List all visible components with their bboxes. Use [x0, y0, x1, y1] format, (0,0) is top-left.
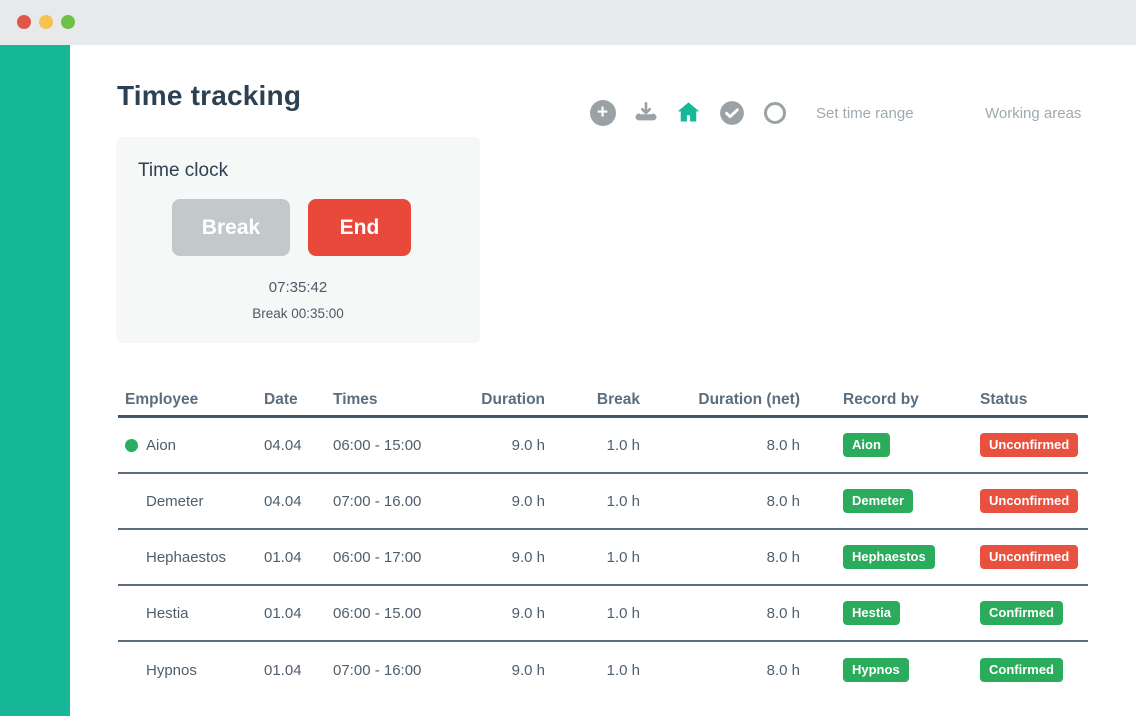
record-date: 04.04 [264, 436, 302, 454]
col-header-times: Times [333, 391, 378, 408]
time-clock-title: Time clock [138, 160, 229, 181]
status-badge[interactable]: Unconfirmed [980, 433, 1079, 457]
employee-name: Demeter [146, 492, 204, 510]
status-badge[interactable]: Unconfirmed [980, 545, 1079, 569]
record-by-badge: Hestia [843, 601, 901, 625]
record-times: 07:00 - 16:00 [333, 661, 422, 679]
col-header-duration: Duration [481, 391, 545, 408]
record-duration: 9.0 h [511, 492, 545, 510]
record-times: 06:00 - 15:00 [333, 436, 422, 454]
record-duration: 9.0 h [511, 661, 545, 679]
elapsed-time: 07:35:42 [268, 279, 328, 296]
record-times: 06:00 - 15.00 [333, 604, 422, 622]
end-button[interactable]: End [308, 199, 411, 256]
record-duration: 9.0 h [511, 436, 545, 454]
table-row[interactable]: Demeter 04.04 07:00 - 16.00 9.0 h 1.0 h … [118, 474, 1088, 530]
record-break: 1.0 h [606, 492, 640, 510]
working-areas-link[interactable]: Working areas [985, 105, 1082, 122]
col-header-status: Status [980, 391, 1028, 408]
record-break: 1.0 h [606, 548, 640, 566]
table-row[interactable]: Aion 04.04 06:00 - 15:00 9.0 h 1.0 h 8.0… [118, 418, 1088, 474]
record-by-badge: Hypnos [843, 658, 909, 682]
minimize-window-icon[interactable] [39, 15, 53, 29]
browser-top-bar [0, 0, 1136, 45]
status-badge[interactable]: Confirmed [980, 658, 1063, 682]
set-time-range-link[interactable]: Set time range [816, 105, 914, 122]
circle-outline-icon[interactable] [761, 99, 788, 126]
time-clock-card: Time clock Break End 07:35:42 Break 00:3… [116, 137, 480, 343]
break-duration-text: Break 00:35:00 [252, 306, 344, 321]
break-button[interactable]: Break [172, 199, 290, 256]
home-icon[interactable] [675, 99, 702, 126]
record-duration: 9.0 h [511, 548, 545, 566]
record-break: 1.0 h [606, 436, 640, 454]
col-header-date: Date [264, 391, 298, 408]
col-header-break: Break [596, 391, 640, 408]
record-duration-net: 8.0 h [766, 548, 800, 566]
table-header-row: Employee Date Times Duration Break Durat… [118, 385, 1088, 418]
col-header-employee: Employee [125, 391, 199, 408]
record-duration-net: 8.0 h [766, 436, 800, 454]
record-date: 01.04 [264, 661, 302, 679]
record-times: 06:00 - 17:00 [333, 548, 422, 566]
traffic-lights [17, 15, 75, 29]
record-break: 1.0 h [606, 604, 640, 622]
employee-name: Hypnos [146, 661, 197, 679]
table-row[interactable]: Hephaestos 01.04 06:00 - 17:00 9.0 h 1.0… [118, 530, 1088, 586]
employee-name: Hestia [146, 604, 189, 622]
record-break: 1.0 h [606, 661, 640, 679]
record-times: 07:00 - 16.00 [333, 492, 422, 510]
close-window-icon[interactable] [17, 15, 31, 29]
check-circle-icon[interactable] [718, 99, 745, 126]
record-duration-net: 8.0 h [766, 492, 800, 510]
plus-circle-icon[interactable]: + [589, 99, 616, 126]
col-header-record-by: Record by [843, 391, 919, 408]
table-row[interactable]: Hypnos 01.04 07:00 - 16:00 9.0 h 1.0 h 8… [118, 642, 1088, 698]
record-duration-net: 8.0 h [766, 661, 800, 679]
page-title: Time tracking [117, 80, 302, 111]
sidebar [0, 45, 70, 716]
record-date: 04.04 [264, 492, 302, 510]
toolbar: + [589, 99, 788, 126]
record-date: 01.04 [264, 604, 302, 622]
employee-name: Aion [146, 436, 177, 454]
record-duration: 9.0 h [511, 604, 545, 622]
record-date: 01.04 [264, 548, 302, 566]
status-badge[interactable]: Confirmed [980, 601, 1063, 625]
main-content: Time tracking + [70, 45, 1136, 716]
col-header-duration-net: Duration (net) [698, 391, 800, 408]
record-duration-net: 8.0 h [766, 604, 800, 622]
time-records-table: Employee Date Times Duration Break Durat… [118, 385, 1088, 698]
status-badge[interactable]: Unconfirmed [980, 489, 1079, 513]
maximize-window-icon[interactable] [61, 15, 75, 29]
table-row[interactable]: Hestia 01.04 06:00 - 15.00 9.0 h 1.0 h 8… [118, 586, 1088, 642]
record-by-badge: Aion [843, 433, 890, 457]
record-by-badge: Hephaestos [843, 545, 935, 569]
download-icon[interactable] [632, 99, 659, 126]
active-status-dot [125, 438, 138, 452]
record-by-badge: Demeter [843, 489, 914, 513]
employee-name: Hephaestos [146, 548, 227, 566]
